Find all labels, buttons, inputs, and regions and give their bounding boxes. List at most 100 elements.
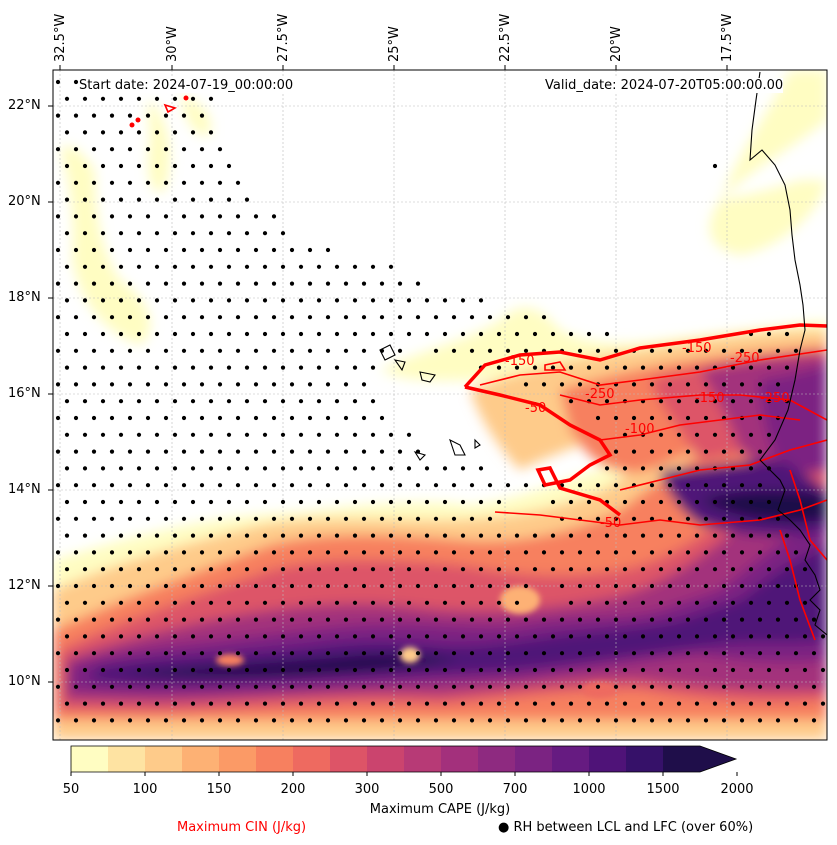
rh-dot [73,483,79,488]
rh-dot [91,617,97,622]
rh-dot [676,365,682,370]
rh-dot [343,449,349,454]
rh-dot [154,96,160,101]
rh-dot [190,399,196,404]
rh-legend-text: RH between LCL and LFC (over 60%) [513,820,754,835]
cape-verde-island [419,371,436,383]
rh-dot [100,399,106,404]
rh-dot [271,382,277,387]
rh-dot [100,231,106,236]
rh-dot [379,315,385,320]
cin-contour-4 [494,499,827,526]
rh-dot [145,214,151,219]
rh-dot [91,147,97,152]
rh-dot [784,667,790,673]
rh-dot [217,315,223,320]
rh-dot [640,567,646,572]
rh-dot [343,382,349,387]
rh-dot [676,701,682,706]
rh-dot [604,567,610,572]
rh-dot [64,634,70,639]
rh-dot [676,399,682,404]
rh-dot [244,533,250,538]
rh-dot [136,96,142,101]
rh-dot [244,600,250,605]
rh-dot [118,499,124,505]
rh-dot [64,499,70,505]
rh-dot [496,533,502,538]
rh-dot [316,499,322,505]
rh-dot [145,113,151,118]
rh-dot [460,634,466,639]
rh-dot [199,449,205,454]
rh-dot [253,247,259,253]
rh-dot [406,567,412,572]
cin-label: -250 [585,387,615,402]
rh-dot [442,298,448,303]
lon-label: 25°W [387,26,402,62]
rh-dot [136,466,142,471]
rh-dot [82,298,88,303]
rh-dot [559,718,565,723]
rh-dot [289,583,295,589]
rh-dot [262,600,268,605]
rh-dot [658,432,664,437]
rh-dot [487,516,493,521]
rh-dot [370,634,376,639]
rh-dot [352,365,358,370]
rh-dot [199,247,205,253]
colorbar-tick: 200 [280,782,306,797]
rh-dot [424,533,430,538]
rh-dot [136,298,142,303]
rh-dot [721,617,727,622]
rh-dot [190,600,196,605]
rh-dot [199,583,205,589]
rh-dot [361,651,367,656]
rh-dot [451,651,457,656]
lat-label: 16°N [8,386,41,401]
rh-dot [586,634,592,639]
rh-dot [217,382,223,387]
rh-dot [82,567,88,572]
rh-dot [298,667,304,673]
rh-dot [460,667,466,673]
rh-dot [235,415,241,421]
rh-dot [181,382,187,387]
rh-dot [667,483,673,488]
rh-dot [199,516,205,521]
rh-dot [208,130,214,135]
rh-dot [730,600,736,605]
rh-dot [280,499,286,505]
rh-dot [352,499,358,505]
rh-dot [568,667,574,673]
rh-dot [487,583,493,589]
rh-dot [226,466,232,471]
rh-dot [109,550,115,555]
rh-dot [676,600,682,605]
rh-dot [82,533,88,538]
rh-dot [127,583,133,589]
rh-dot [190,499,196,505]
rh-dot [397,315,403,320]
rh-dot [235,315,241,320]
rh-dot [442,499,448,505]
rh-dot [442,600,448,605]
rh-dot [586,600,592,605]
rh-dot [217,617,223,622]
rh-dot [334,331,340,337]
rh-dot [397,651,403,656]
rh-dot [433,684,439,689]
rh-dot [199,147,205,152]
rh-dot [433,315,439,320]
rh-dot [685,550,691,555]
rh-dot [289,684,295,689]
rh-dot [100,600,106,605]
cin-label: -50 [600,516,621,531]
rh-dot [757,483,763,488]
lat-label: 12°N [8,578,41,593]
rh-dot [208,466,214,471]
rh-dot [298,466,304,471]
rh-dot [73,651,79,656]
rh-dot [505,718,511,723]
rh-dot [775,382,781,387]
